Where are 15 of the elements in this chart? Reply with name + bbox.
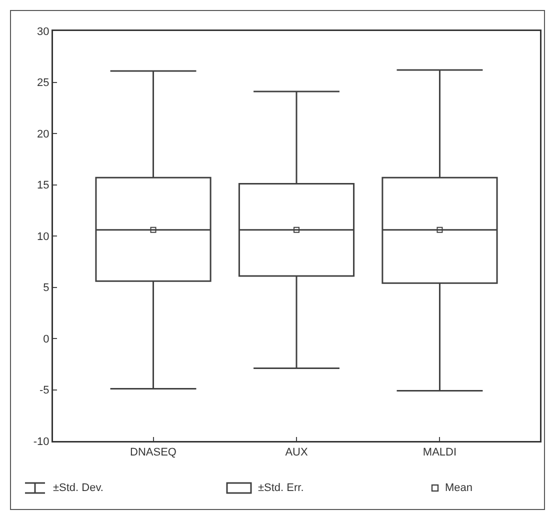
text: Mean	[445, 482, 473, 494]
y-tick-label: -5	[40, 384, 50, 397]
y-tick-label: -10	[33, 436, 50, 448]
y-tick-label: 25	[37, 77, 50, 90]
y-tick-label: 10	[37, 230, 50, 243]
y-tick-label: 5	[43, 282, 50, 294]
y-tick-label: 20	[37, 128, 50, 140]
x-tick-label: AUX	[285, 446, 308, 459]
y-tick-label: 0	[43, 333, 50, 346]
text: ±Std. Dev.	[53, 482, 104, 494]
x-tick-label: MALDI	[422, 446, 457, 459]
text: ±Std. Err.	[258, 482, 304, 494]
y-tick-label: 15	[37, 180, 50, 192]
x-tick-label: DNASEQ	[130, 446, 177, 459]
y-tick-label: 30	[37, 26, 50, 38]
